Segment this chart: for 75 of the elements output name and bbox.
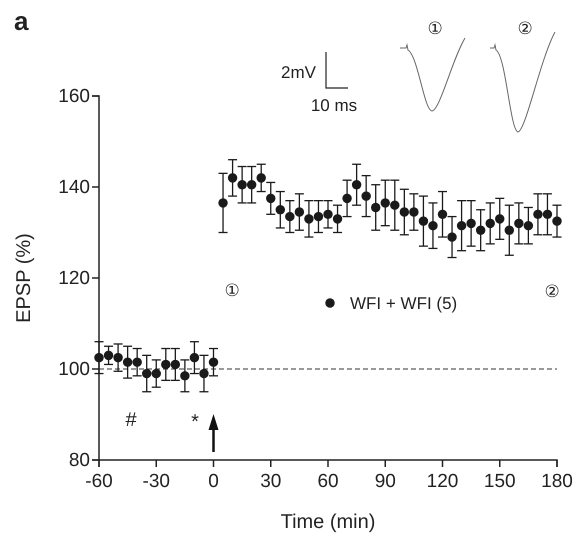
y-tick-label: 120 (58, 268, 90, 290)
point (390, 200, 400, 210)
point (409, 207, 419, 217)
point (476, 226, 486, 235)
point (199, 368, 209, 378)
point (237, 180, 247, 190)
y-tick-label: 100 (58, 359, 90, 380)
legend-label: WFI + WFI (5) (350, 294, 458, 313)
annotation: 10 ms (310, 96, 358, 115)
point (132, 357, 142, 367)
point (208, 357, 218, 367)
point (142, 368, 152, 378)
point (456, 220, 466, 230)
x-tick-label: 0 (208, 471, 219, 492)
point (323, 210, 333, 220)
annotation: ② (544, 282, 560, 301)
point (438, 210, 448, 220)
annotation: * (191, 411, 200, 433)
point (370, 202, 380, 212)
y-tick-label: 80 (68, 450, 90, 472)
point (466, 218, 476, 228)
y-axis-title: EPSP (%) (13, 233, 35, 323)
point (276, 205, 286, 214)
point (94, 352, 104, 362)
point (495, 214, 504, 224)
text: ① (428, 19, 442, 38)
x-tick-label: 30 (260, 471, 282, 492)
point (122, 357, 132, 367)
y-tick-label: 160 (58, 86, 90, 108)
point (504, 226, 514, 235)
point (447, 232, 457, 242)
point (113, 352, 123, 362)
point (170, 360, 180, 370)
point (400, 207, 410, 217)
x-tick-label: 60 (317, 471, 339, 492)
point (294, 207, 304, 217)
x-tick-label: -60 (85, 471, 113, 492)
x-tick-label: 120 (426, 471, 458, 492)
point (246, 180, 256, 190)
point (104, 350, 114, 360)
point (542, 210, 552, 220)
point (485, 218, 495, 228)
point (533, 210, 543, 220)
point (180, 371, 190, 381)
annotation: # (125, 409, 138, 431)
point (161, 360, 171, 370)
point (342, 194, 352, 204)
annotation: ① (224, 281, 240, 300)
chart-title: a (14, 6, 29, 36)
point (332, 214, 342, 224)
point (218, 198, 228, 208)
point (152, 368, 161, 378)
x-tick-label: 90 (374, 471, 396, 492)
point (361, 191, 371, 201)
x-axis-title: Time (min) (280, 511, 376, 533)
point (380, 198, 390, 208)
point (256, 173, 266, 183)
point (285, 212, 295, 222)
point (228, 173, 238, 183)
x-tick-label: 150 (484, 471, 516, 492)
point (266, 194, 276, 204)
text: 2mV (281, 63, 317, 82)
point (428, 220, 438, 230)
point (190, 352, 200, 362)
point (552, 216, 562, 226)
point (314, 212, 324, 222)
point (418, 216, 428, 226)
x-tick-label: 180 (541, 471, 573, 492)
point (352, 180, 362, 190)
point (514, 218, 524, 228)
point (304, 214, 314, 224)
x-tick-label: -30 (142, 471, 170, 492)
text: ② (518, 19, 532, 38)
point (524, 220, 534, 230)
y-tick-label: 140 (58, 177, 90, 198)
